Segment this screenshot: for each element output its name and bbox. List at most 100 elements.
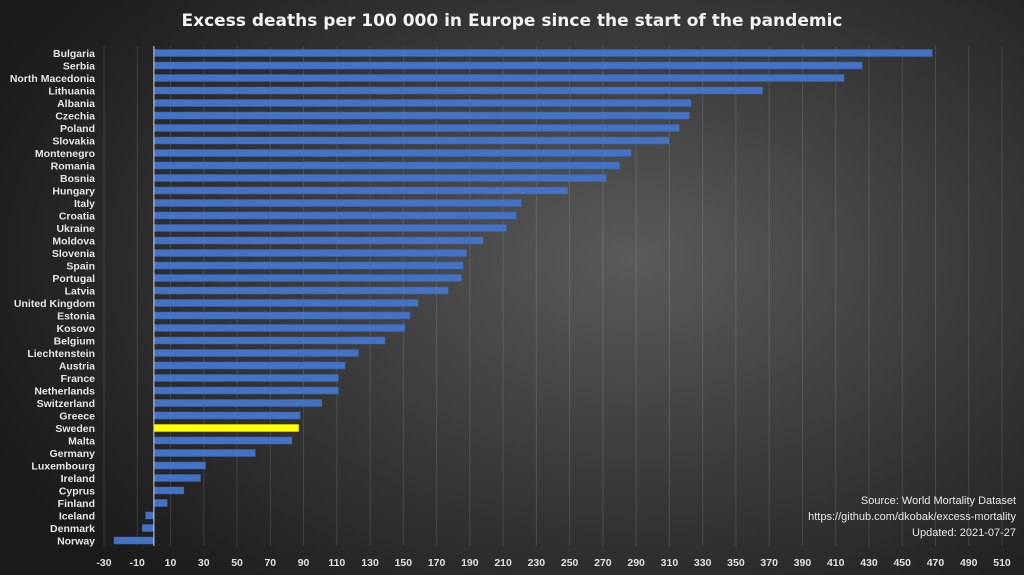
category-label: Kosovo <box>56 323 95 335</box>
category-label: Sweden <box>55 423 95 435</box>
x-tick-label: 190 <box>461 557 479 569</box>
category-label: Moldova <box>52 236 95 248</box>
category-label: Luxembourg <box>31 461 95 473</box>
bar-germany <box>153 449 256 457</box>
category-label: Latvia <box>65 286 96 298</box>
category-label: Albania <box>57 98 95 110</box>
category-label: Bulgaria <box>53 48 95 60</box>
bar-albania <box>153 99 692 107</box>
x-tick-label: 490 <box>960 557 978 569</box>
category-label: Poland <box>60 123 95 135</box>
x-tick-label: -30 <box>96 557 111 569</box>
bar-slovakia <box>153 136 670 145</box>
bar-portugal <box>153 274 462 282</box>
x-tick-label: 90 <box>298 557 310 569</box>
category-label: Hungary <box>52 186 95 198</box>
bar-liechtenstein <box>153 349 359 357</box>
category-label: Germany <box>49 448 95 460</box>
category-label: Greece <box>59 411 95 423</box>
category-label: United Kingdom <box>14 298 95 310</box>
bar-romania <box>153 161 620 170</box>
x-tick-label: 270 <box>594 557 612 569</box>
x-tick-label: 430 <box>860 557 878 569</box>
category-label: Slovakia <box>52 136 95 148</box>
category-label: Finland <box>58 498 95 510</box>
category-label: France <box>61 373 96 385</box>
bar-ukraine <box>153 224 507 232</box>
x-tick-label: 210 <box>494 557 512 569</box>
x-tick-label: 370 <box>760 557 778 569</box>
bar-netherlands <box>153 386 339 395</box>
category-label: Ukraine <box>56 223 95 235</box>
chart-title: Excess deaths per 100 000 in Europe sinc… <box>182 11 843 31</box>
bar-spain <box>153 261 464 270</box>
bar-iceland <box>145 511 155 520</box>
bar-poland <box>153 124 680 132</box>
bar-moldova <box>153 236 484 245</box>
x-tick-label: 310 <box>661 557 679 569</box>
x-tick-label: -10 <box>130 557 145 569</box>
bar-ireland <box>153 474 201 482</box>
bar-croatia <box>153 211 517 220</box>
x-tick-label: 70 <box>264 557 276 569</box>
category-label: Belgium <box>54 336 95 348</box>
source-url-annotation: https://github.com/dkobak/excess-mortali… <box>808 511 1016 523</box>
bar-finland <box>153 499 168 507</box>
x-tick-label: 290 <box>627 557 645 569</box>
bar-italy <box>153 199 522 207</box>
category-label: Portugal <box>52 273 95 285</box>
bar-malta <box>153 436 293 445</box>
x-tick-label: 470 <box>927 557 945 569</box>
category-label: Austria <box>59 361 95 373</box>
bar-france <box>153 374 339 382</box>
bar-montenegro <box>153 149 632 157</box>
x-tick-label: 510 <box>993 557 1011 569</box>
bar-sweden <box>153 424 299 432</box>
bar-slovenia <box>153 249 467 257</box>
category-label: Czechia <box>55 111 95 123</box>
category-label: Lithuania <box>48 86 95 98</box>
x-tick-label: 410 <box>827 557 845 569</box>
x-tick-label: 10 <box>165 557 177 569</box>
bar-serbia <box>153 61 863 70</box>
bar-greece <box>153 411 301 420</box>
bar-north-macedonia <box>153 74 845 82</box>
category-label: Denmark <box>50 523 95 535</box>
category-label: Ireland <box>61 473 95 485</box>
x-tick-label: 150 <box>395 557 413 569</box>
x-tick-label: 250 <box>561 557 579 569</box>
bar-switzerland <box>153 399 323 407</box>
x-tick-label: 110 <box>328 557 345 569</box>
x-tick-label: 390 <box>794 557 812 569</box>
bar-hungary <box>153 186 569 195</box>
bar-belgium <box>153 336 386 345</box>
bar-estonia <box>153 311 411 320</box>
bar-cyprus <box>153 486 185 495</box>
bar-lithuania <box>153 86 763 95</box>
category-label: Switzerland <box>37 398 95 410</box>
x-tick-label: 50 <box>231 557 243 569</box>
bar-denmark <box>141 524 155 532</box>
category-label: Slovenia <box>52 248 95 260</box>
category-label: Norway <box>57 536 95 548</box>
x-tick-label: 450 <box>893 557 911 569</box>
bar-czechia <box>153 111 690 120</box>
bar-luxembourg <box>153 461 206 470</box>
bar-bosnia <box>153 174 607 182</box>
bar-latvia <box>153 286 449 295</box>
category-label: Netherlands <box>34 386 95 398</box>
x-tick-label: 130 <box>361 557 379 569</box>
bar-norway <box>113 536 155 545</box>
source-annotation: Source: World Mortality Dataset <box>861 495 1016 507</box>
category-label: Croatia <box>59 211 95 223</box>
category-label: Montenegro <box>35 148 95 160</box>
category-label: Liechtenstein <box>27 348 95 360</box>
bar-bulgaria <box>153 49 933 57</box>
category-label: Cyprus <box>59 486 95 498</box>
x-tick-label: 350 <box>727 557 745 569</box>
category-label: Romania <box>51 161 96 173</box>
x-tick-label: 170 <box>428 557 446 569</box>
category-label: Italy <box>74 198 95 210</box>
x-tick-label: 330 <box>694 557 712 569</box>
